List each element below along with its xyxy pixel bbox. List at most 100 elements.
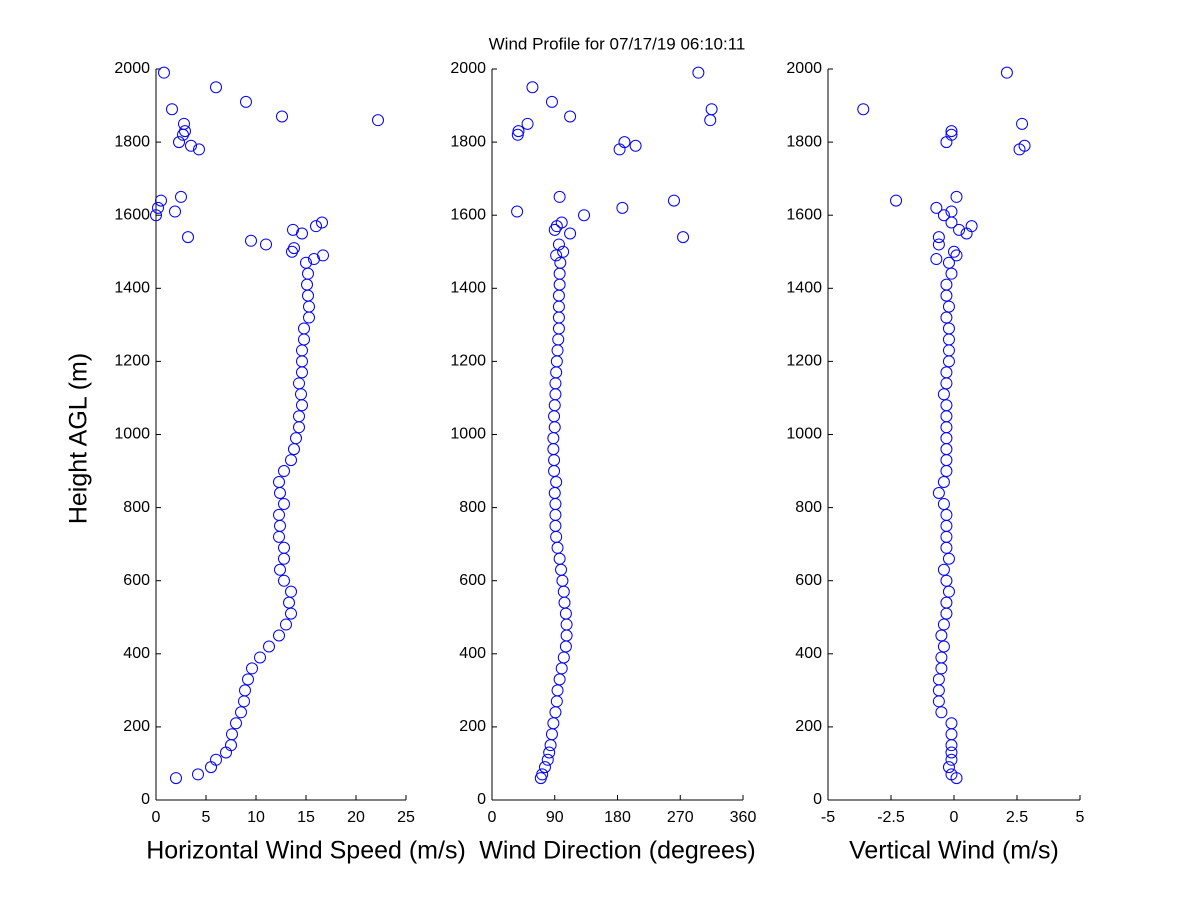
data-point bbox=[555, 216, 568, 229]
data-point bbox=[235, 706, 247, 719]
data-point bbox=[285, 454, 297, 467]
data-point bbox=[169, 205, 181, 218]
data-point bbox=[288, 242, 300, 255]
data-point bbox=[511, 128, 524, 141]
data-point bbox=[541, 753, 554, 766]
data-point bbox=[550, 476, 563, 489]
data-point bbox=[303, 300, 315, 313]
data-point bbox=[317, 249, 329, 262]
data-point bbox=[179, 125, 191, 138]
y-tick-label: 400 bbox=[459, 645, 486, 662]
data-point bbox=[175, 190, 187, 203]
data-point bbox=[940, 421, 953, 434]
data-point bbox=[940, 607, 953, 620]
data-point bbox=[935, 662, 948, 675]
x-tick-label: 5 bbox=[1076, 809, 1085, 826]
data-point bbox=[557, 651, 570, 664]
y-tick-label: 800 bbox=[459, 499, 486, 516]
data-point bbox=[538, 761, 551, 774]
data-point bbox=[940, 399, 953, 412]
data-point bbox=[940, 596, 953, 609]
x-axis-label: Horizontal Wind Speed (m/s) bbox=[146, 837, 466, 865]
data-point bbox=[278, 497, 290, 510]
data-point bbox=[274, 486, 286, 499]
data-point bbox=[556, 574, 569, 587]
y-tick-label: 200 bbox=[795, 718, 822, 735]
data-point bbox=[302, 289, 314, 302]
data-point bbox=[550, 530, 563, 543]
data-point bbox=[548, 465, 561, 478]
data-point bbox=[238, 695, 250, 708]
data-point bbox=[564, 227, 577, 240]
data-point bbox=[552, 311, 565, 324]
data-point bbox=[549, 377, 562, 390]
data-point bbox=[185, 139, 197, 152]
data-point bbox=[283, 596, 295, 609]
y-tick-label: 400 bbox=[795, 645, 822, 662]
data-point bbox=[300, 256, 312, 269]
data-point bbox=[274, 563, 286, 576]
y-tick-label: 1800 bbox=[450, 133, 486, 150]
y-tick-label: 600 bbox=[459, 572, 486, 589]
data-point bbox=[629, 139, 642, 152]
x-tick-label: 0 bbox=[950, 809, 959, 826]
y-tick-label: 800 bbox=[123, 499, 150, 516]
data-point bbox=[560, 618, 573, 631]
data-point bbox=[945, 768, 958, 781]
data-point bbox=[545, 728, 558, 741]
data-point bbox=[667, 194, 680, 207]
data-point bbox=[173, 136, 185, 149]
data-point bbox=[705, 103, 718, 116]
data-point bbox=[950, 190, 963, 203]
y-tick-label: 200 bbox=[123, 718, 150, 735]
data-point bbox=[940, 410, 953, 423]
data-point bbox=[559, 607, 572, 620]
data-point bbox=[945, 267, 958, 280]
y-tick-label: 1000 bbox=[114, 426, 150, 443]
data-point bbox=[550, 220, 563, 233]
data-point bbox=[945, 753, 958, 766]
data-point bbox=[618, 136, 631, 149]
data-point bbox=[545, 95, 558, 108]
data-point bbox=[942, 552, 955, 565]
data-point bbox=[945, 717, 958, 730]
x-tick-label: 20 bbox=[347, 809, 365, 826]
data-point bbox=[276, 110, 288, 123]
data-point bbox=[548, 223, 561, 236]
data-point bbox=[296, 399, 308, 412]
data-point bbox=[1000, 66, 1013, 79]
data-point bbox=[965, 220, 978, 233]
data-point bbox=[945, 128, 958, 141]
data-point bbox=[552, 333, 565, 346]
data-point bbox=[890, 194, 903, 207]
data-point bbox=[220, 746, 232, 759]
x-tick-label: -5 bbox=[821, 809, 835, 826]
data-point bbox=[192, 768, 204, 781]
data-point bbox=[552, 322, 565, 335]
y-axis-label: Height AGL (m) bbox=[65, 353, 93, 524]
data-point bbox=[937, 476, 950, 489]
data-point bbox=[547, 443, 560, 456]
data-point bbox=[553, 190, 566, 203]
data-point bbox=[240, 95, 252, 108]
data-point bbox=[935, 651, 948, 664]
x-tick-label: 25 bbox=[397, 809, 415, 826]
data-point bbox=[278, 541, 290, 554]
data-point bbox=[295, 388, 307, 401]
data-point bbox=[932, 486, 945, 499]
data-point bbox=[552, 238, 565, 251]
x-tick-label: 5 bbox=[202, 809, 211, 826]
data-point bbox=[230, 717, 242, 730]
data-point bbox=[937, 209, 950, 222]
data-point bbox=[536, 768, 549, 781]
data-point bbox=[940, 519, 953, 532]
data-point bbox=[942, 355, 955, 368]
data-point bbox=[1016, 117, 1029, 130]
data-point bbox=[940, 574, 953, 587]
data-point bbox=[857, 103, 870, 116]
data-point bbox=[155, 194, 167, 207]
data-point bbox=[551, 684, 564, 697]
data-point bbox=[512, 125, 525, 138]
data-point bbox=[935, 706, 948, 719]
data-point bbox=[521, 117, 534, 130]
